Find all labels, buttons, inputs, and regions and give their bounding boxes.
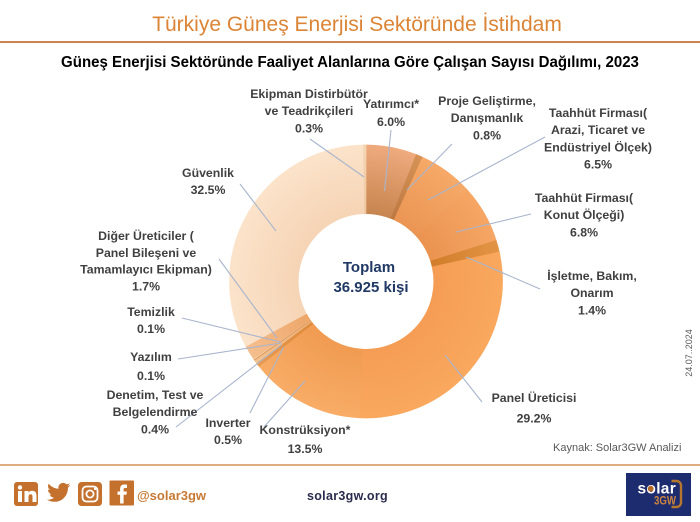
svg-text:36.925 kişi: 36.925 kişi	[333, 279, 408, 296]
svg-text:Endüstriyel Ölçek): Endüstriyel Ölçek)	[544, 139, 652, 154]
svg-text:6.0%: 6.0%	[377, 115, 405, 129]
svg-text:Temizlik: Temizlik	[127, 305, 175, 319]
svg-text:Arazi, Ticaret ve: Arazi, Ticaret ve	[551, 123, 645, 137]
svg-text:Ekipman Distirbütör: Ekipman Distirbütör	[250, 87, 368, 101]
svg-text:3GW: 3GW	[654, 496, 676, 508]
svg-text:0.1%: 0.1%	[137, 322, 165, 336]
svg-text:ve Teadrikçileri: ve Teadrikçileri	[265, 104, 354, 118]
svg-text:Toplam: Toplam	[343, 259, 395, 276]
svg-text:Belgelendirme: Belgelendirme	[113, 405, 198, 419]
svg-text:Inverter: Inverter	[205, 416, 250, 430]
svg-text:Panel Üreticisi: Panel Üreticisi	[492, 390, 577, 405]
svg-text:Danışmanlık: Danışmanlık	[451, 111, 524, 125]
svg-text:1.7%: 1.7%	[132, 279, 160, 293]
svg-text:Tamamlayıcı Ekipman): Tamamlayıcı Ekipman)	[80, 263, 212, 277]
svg-text:Yatırımcı*: Yatırımcı*	[363, 97, 419, 111]
svg-text:13.5%: 13.5%	[288, 442, 323, 456]
svg-text:0.4%: 0.4%	[141, 422, 169, 436]
svg-text:Konut Ölçeği): Konut Ölçeği)	[544, 207, 625, 222]
svg-text:Panel Bileşeni ve: Panel Bileşeni ve	[96, 246, 197, 260]
svg-text:29.2%: 29.2%	[517, 412, 552, 426]
svg-text:0.5%: 0.5%	[214, 433, 242, 447]
svg-text:6.8%: 6.8%	[570, 225, 598, 239]
svg-text:Onarım: Onarım	[570, 286, 613, 300]
svg-text:solar: solar	[638, 481, 677, 498]
svg-text:Taahhüt Firması(: Taahhüt Firması(	[549, 106, 648, 120]
svg-text:Denetim, Test ve: Denetim, Test ve	[107, 388, 204, 402]
svg-text:1.4%: 1.4%	[578, 303, 606, 317]
svg-text:Güvenlik: Güvenlik	[182, 166, 234, 180]
svg-text:0.3%: 0.3%	[295, 121, 323, 135]
svg-text:0.8%: 0.8%	[473, 128, 501, 142]
svg-text:Proje Geliştirme,: Proje Geliştirme,	[438, 94, 536, 108]
svg-text:Diğer Üreticiler (: Diğer Üreticiler (	[98, 228, 195, 243]
svg-text:Konstrüksiyon*: Konstrüksiyon*	[260, 423, 351, 437]
svg-text:Taahhüt Firması(: Taahhüt Firması(	[535, 191, 634, 205]
svg-text:İşletme, Bakım,: İşletme, Bakım,	[547, 268, 637, 283]
svg-text:6.5%: 6.5%	[584, 158, 612, 172]
svg-text:32.5%: 32.5%	[191, 183, 226, 197]
svg-text:Yazılım: Yazılım	[130, 350, 172, 364]
svg-text:0.1%: 0.1%	[137, 369, 165, 383]
